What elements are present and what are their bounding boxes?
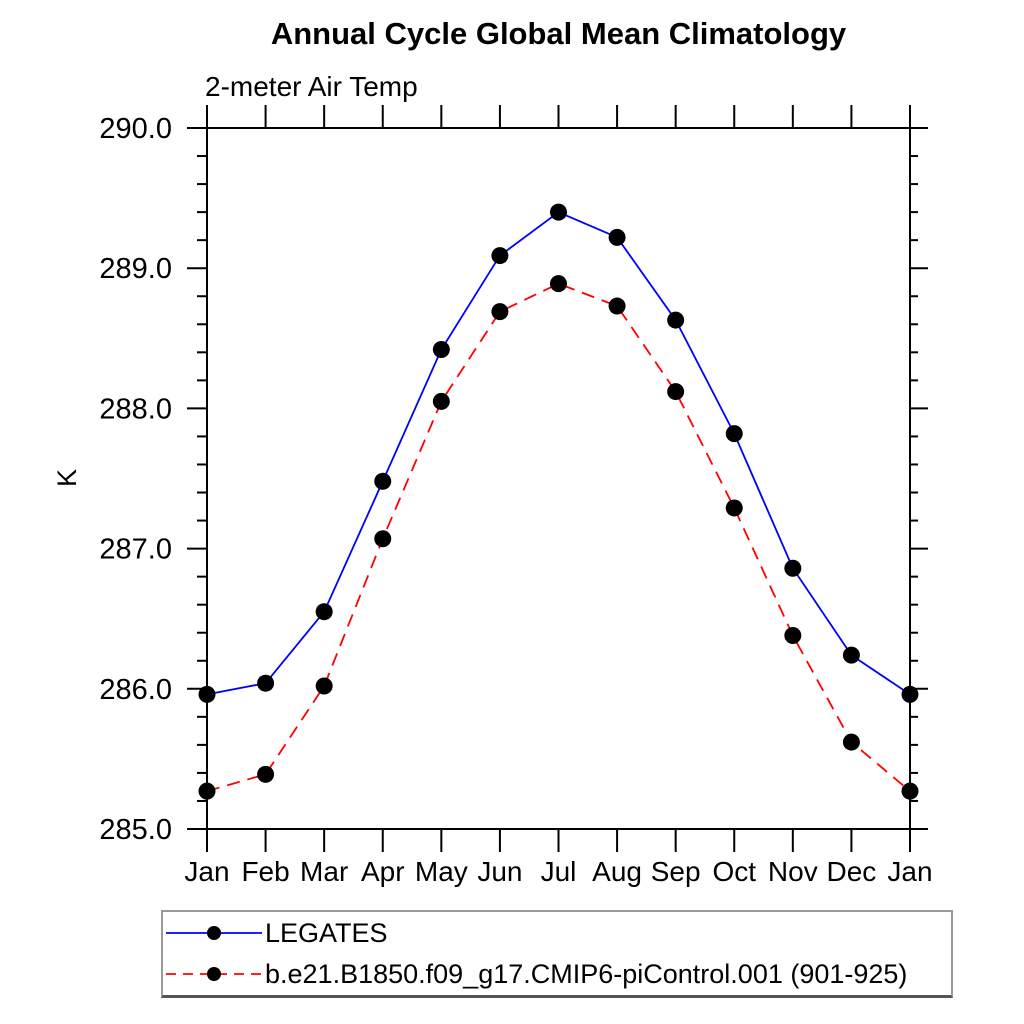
data-point-marker <box>842 733 860 751</box>
legend-line-sample <box>166 926 262 940</box>
x-tick-label: May <box>415 856 468 887</box>
data-point-marker <box>257 674 275 692</box>
data-point-marker <box>667 311 685 329</box>
data-point-marker <box>842 646 860 664</box>
data-point-marker <box>784 559 802 577</box>
data-point-marker <box>198 782 216 800</box>
y-tick-label: 287.0 <box>99 534 172 566</box>
y-tick-label: 286.0 <box>99 674 172 706</box>
x-tick-label: Sep <box>651 856 701 887</box>
data-point-marker <box>315 603 333 621</box>
chart-subtitle: 2-meter Air Temp <box>205 71 418 102</box>
data-point-marker <box>784 627 802 645</box>
data-point-marker <box>725 499 743 517</box>
legend-sample-marker <box>207 967 221 981</box>
x-tick-label: Apr <box>361 856 405 887</box>
legend-entry-legates: LEGATES <box>163 913 951 953</box>
data-point-marker <box>198 685 216 703</box>
data-point-marker <box>550 203 567 221</box>
legend-label: b.e21.B1850.f09_g17.CMIP6-piControl.001 … <box>265 958 908 989</box>
legend-sample-marker <box>207 926 221 940</box>
x-tick-label: Feb <box>241 856 289 887</box>
x-tick-label: Jun <box>477 856 522 887</box>
data-point-marker <box>608 228 626 246</box>
y-tick-label: 288.0 <box>99 393 172 425</box>
data-point-marker <box>491 303 509 321</box>
legend-label: LEGATES <box>265 917 388 948</box>
data-point-marker <box>725 425 743 443</box>
legend-line-sample <box>166 967 262 981</box>
x-tick-label: Mar <box>300 856 348 887</box>
data-point-marker <box>315 677 333 695</box>
data-point-marker <box>432 392 450 410</box>
x-tick-label: Nov <box>768 856 818 887</box>
data-point-marker <box>608 297 626 315</box>
legend-box: LEGATES b.e21.B1850.f09_g17.CMIP6-piCont… <box>161 910 953 998</box>
chart-title: Annual Cycle Global Mean Climatology <box>270 16 847 51</box>
plot-frame <box>206 127 911 830</box>
x-tick-label: Jan <box>184 856 229 887</box>
y-axis-label: K <box>52 469 82 487</box>
data-point-marker <box>550 275 567 293</box>
data-point-marker <box>901 782 919 800</box>
x-tick-label: Dec <box>827 856 877 887</box>
legend-entry-model: b.e21.B1850.f09_g17.CMIP6-piControl.001 … <box>163 954 951 994</box>
x-tick-label: Oct <box>712 856 756 887</box>
data-point-marker <box>667 383 685 401</box>
x-tick-label: Jul <box>541 856 577 887</box>
data-point-marker <box>257 765 275 783</box>
y-tick-label: 290.0 <box>99 113 172 145</box>
data-point-marker <box>432 341 450 359</box>
series-line-1 <box>206 282 911 793</box>
data-point-marker <box>374 530 392 548</box>
x-tick-label: Jan <box>887 856 932 887</box>
data-point-marker <box>374 472 392 490</box>
data-point-marker <box>901 685 919 703</box>
data-point-marker <box>491 247 509 265</box>
y-tick-label: 285.0 <box>99 814 172 846</box>
y-tick-label: 289.0 <box>99 253 172 285</box>
x-tick-label: Aug <box>592 856 642 887</box>
